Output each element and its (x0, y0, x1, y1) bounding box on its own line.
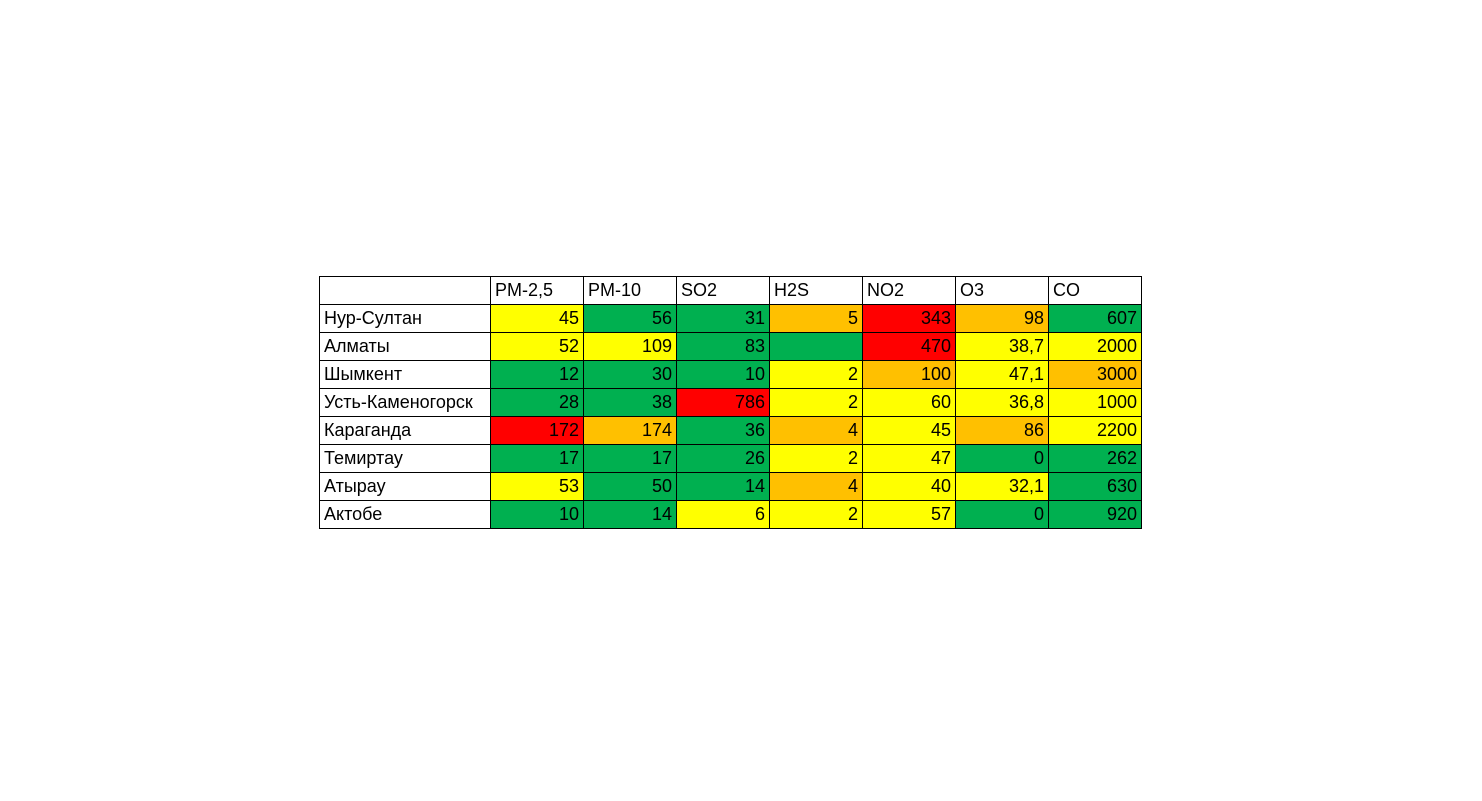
heatmap-cell: 2 (769, 360, 863, 389)
heatmap-cell: 53 (490, 472, 584, 501)
heatmap-cell: 47 (862, 444, 956, 473)
column-header: PM-10 (583, 276, 677, 305)
row-label: Темиртау (319, 444, 491, 473)
heatmap-cell: 174 (583, 416, 677, 445)
heatmap-cell: 3000 (1048, 360, 1142, 389)
heatmap-cell: 109 (583, 332, 677, 361)
heatmap-cell: 4 (769, 472, 863, 501)
heatmap-cell: 36 (676, 416, 770, 445)
heatmap-cell: 60 (862, 388, 956, 417)
row-label: Актобе (319, 500, 491, 529)
column-header: PM-2,5 (490, 276, 584, 305)
heatmap-cell: 28 (490, 388, 584, 417)
heatmap-cell: 83 (676, 332, 770, 361)
heatmap-cell: 30 (583, 360, 677, 389)
heatmap-body: Нур-Султан 45 56 31 5 343 98 607 Алматы 52 109 83 47… (319, 304, 1142, 529)
column-header: CO (1048, 276, 1142, 305)
heatmap-cell: 45 (862, 416, 956, 445)
table-row: Караганда 172 174 36 4 45 86 2200 (319, 416, 1142, 445)
heatmap-cell: 86 (955, 416, 1049, 445)
row-label: Атырау (319, 472, 491, 501)
row-label: Усть-Каменогорск (319, 388, 491, 417)
heatmap-cell: 343 (862, 304, 956, 333)
heatmap-cell: 45 (490, 304, 584, 333)
pollution-heatmap-table: PM-2,5 PM-10 SO2 H2S NO2 O3 CO Нур-Султа… (319, 276, 1142, 529)
table-row: Усть-Каменогорск 28 38 786 2 60 36,8 1000 (319, 388, 1142, 417)
heatmap-cell: 38 (583, 388, 677, 417)
heatmap-cell: 50 (583, 472, 677, 501)
heatmap-cell: 2 (769, 388, 863, 417)
heatmap-cell: 920 (1048, 500, 1142, 529)
heatmap-cell: 40 (862, 472, 956, 501)
heatmap-cell: 607 (1048, 304, 1142, 333)
heatmap-cell: 47,1 (955, 360, 1049, 389)
heatmap-cell: 2000 (1048, 332, 1142, 361)
heatmap-cell: 2200 (1048, 416, 1142, 445)
heatmap-cell: 4 (769, 416, 863, 445)
heatmap-cell: 38,7 (955, 332, 1049, 361)
heatmap-cell: 10 (676, 360, 770, 389)
column-header: NO2 (862, 276, 956, 305)
heatmap-cell: 17 (583, 444, 677, 473)
heatmap-cell: 57 (862, 500, 956, 529)
heatmap-cell: 1000 (1048, 388, 1142, 417)
heatmap-cell: 6 (676, 500, 770, 529)
heatmap-cell: 32,1 (955, 472, 1049, 501)
heatmap-cell: 786 (676, 388, 770, 417)
heatmap-cell: 0 (955, 444, 1049, 473)
header-row: PM-2,5 PM-10 SO2 H2S NO2 O3 CO (319, 276, 1142, 305)
row-label: Нур-Султан (319, 304, 491, 333)
table-row: Алматы 52 109 83 470 38,7 2000 (319, 332, 1142, 361)
heatmap-cell: 10 (490, 500, 584, 529)
heatmap-cell: 12 (490, 360, 584, 389)
heatmap-cell: 0 (955, 500, 1049, 529)
heatmap-cell: 31 (676, 304, 770, 333)
table-row: Темиртау 17 17 26 2 47 0 262 (319, 444, 1142, 473)
row-label: Шымкент (319, 360, 491, 389)
heatmap-cell: 100 (862, 360, 956, 389)
table-row: Нур-Султан 45 56 31 5 343 98 607 (319, 304, 1142, 333)
corner-cell (319, 276, 491, 305)
heatmap-cell: 14 (676, 472, 770, 501)
heatmap-cell (769, 332, 863, 361)
row-label: Алматы (319, 332, 491, 361)
heatmap-cell: 470 (862, 332, 956, 361)
table-row: Актобе 10 14 6 2 57 0 920 (319, 500, 1142, 529)
table-row: Атырау 53 50 14 4 40 32,1 630 (319, 472, 1142, 501)
heatmap-cell: 98 (955, 304, 1049, 333)
table-row: Шымкент 12 30 10 2 100 47,1 3000 (319, 360, 1142, 389)
heatmap-cell: 52 (490, 332, 584, 361)
heatmap-cell: 2 (769, 500, 863, 529)
column-header: O3 (955, 276, 1049, 305)
heatmap-cell: 14 (583, 500, 677, 529)
heatmap-cell: 172 (490, 416, 584, 445)
heatmap-cell: 5 (769, 304, 863, 333)
heatmap-cell: 2 (769, 444, 863, 473)
heatmap-cell: 630 (1048, 472, 1142, 501)
heatmap-cell: 262 (1048, 444, 1142, 473)
heatmap-cell: 17 (490, 444, 584, 473)
heatmap-cell: 26 (676, 444, 770, 473)
column-header: H2S (769, 276, 863, 305)
heatmap-cell: 36,8 (955, 388, 1049, 417)
column-header: SO2 (676, 276, 770, 305)
row-label: Караганда (319, 416, 491, 445)
heatmap-cell: 56 (583, 304, 677, 333)
